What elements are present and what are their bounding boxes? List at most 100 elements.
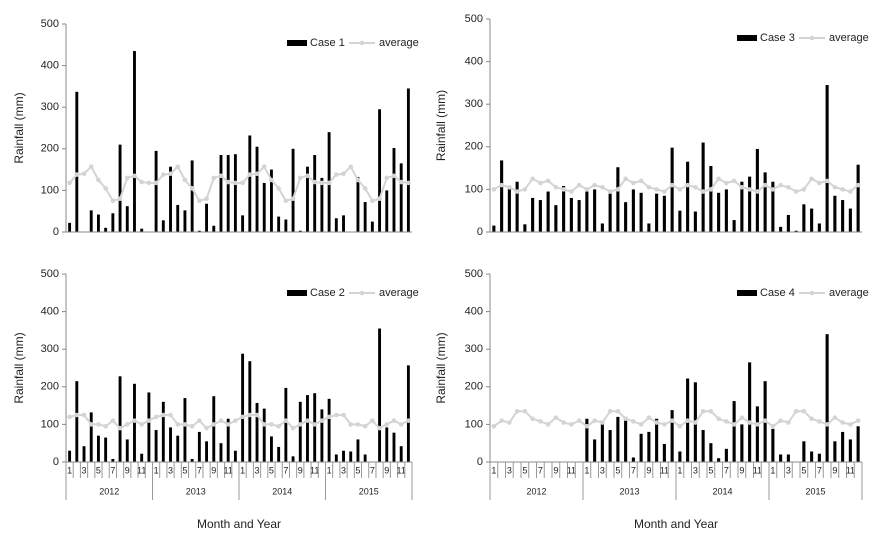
x-tick-label: 1	[67, 465, 72, 475]
average-point	[832, 415, 838, 420]
average-point	[189, 423, 195, 429]
bar	[492, 225, 496, 232]
average-point	[662, 189, 667, 194]
bar	[104, 227, 108, 232]
bar	[585, 191, 589, 232]
bar	[306, 395, 309, 462]
bar	[833, 441, 837, 462]
bar	[298, 230, 302, 232]
bar	[111, 213, 115, 232]
average-point	[398, 422, 404, 427]
average-point	[182, 177, 188, 183]
bar	[678, 210, 682, 232]
bar	[342, 450, 345, 462]
average-point	[370, 198, 375, 204]
bar	[385, 190, 389, 232]
y-tick-label: 200	[41, 381, 59, 393]
bar	[786, 214, 790, 232]
bar	[140, 228, 144, 232]
average-point	[362, 186, 368, 191]
average-point	[110, 418, 116, 423]
bar	[810, 451, 814, 462]
bar	[363, 202, 367, 232]
bar	[226, 155, 230, 232]
bar	[678, 451, 682, 462]
average-point	[631, 180, 636, 186]
bar	[169, 427, 172, 462]
average-point	[139, 422, 144, 427]
average-point	[362, 423, 368, 429]
average-point	[240, 180, 245, 186]
average-point	[708, 408, 714, 414]
bar	[655, 193, 659, 232]
average-point	[545, 178, 551, 184]
y-tick-label: 100	[465, 183, 483, 195]
average-point	[592, 182, 597, 188]
x-tick-label: 5	[355, 465, 360, 475]
bar	[670, 410, 674, 462]
bar	[841, 200, 845, 232]
average-point	[261, 422, 267, 427]
bar	[554, 205, 558, 232]
average-point	[576, 182, 582, 188]
bar	[298, 401, 302, 462]
bar	[313, 393, 317, 462]
x-tick-label: 3	[341, 465, 346, 475]
bar	[334, 218, 338, 232]
bar	[817, 223, 821, 232]
bar	[600, 223, 604, 232]
average-point	[716, 416, 721, 422]
bar	[118, 376, 122, 462]
average-point	[67, 414, 72, 420]
x-tick-label: 5	[182, 465, 187, 475]
bar	[810, 208, 814, 232]
group-label: 2012	[99, 486, 119, 496]
x-tick-label: 5	[708, 465, 713, 475]
bar	[647, 431, 651, 462]
x-tick-label: 7	[370, 465, 375, 475]
bar	[219, 155, 223, 232]
bar	[334, 454, 338, 462]
average-point	[507, 420, 512, 425]
average-point	[261, 164, 267, 169]
average-point	[499, 182, 504, 188]
bar	[212, 225, 216, 232]
average-point	[514, 408, 520, 414]
bar	[779, 226, 783, 232]
average-point	[161, 412, 166, 418]
average-point	[67, 180, 72, 186]
average-point	[103, 186, 108, 191]
legend-label: average	[379, 287, 419, 299]
average-point	[600, 184, 605, 190]
average-point	[276, 186, 281, 191]
average-point	[153, 180, 159, 186]
bar	[732, 220, 736, 232]
bar	[233, 450, 237, 462]
average-point	[770, 423, 776, 429]
average-point	[139, 179, 144, 185]
bar	[89, 412, 93, 462]
group-label: 2014	[272, 486, 292, 496]
bar	[233, 154, 237, 232]
x-tick-label: 1	[154, 465, 159, 475]
bar	[608, 193, 612, 232]
average-point	[146, 180, 152, 186]
bar	[802, 204, 806, 232]
average-point	[693, 184, 698, 190]
bar	[771, 428, 775, 462]
x-tick-label: 7	[197, 465, 202, 475]
y-axis-title: Rainfall (mm)	[12, 332, 26, 403]
bar	[771, 181, 775, 232]
group-label: 2015	[805, 486, 825, 496]
bar	[226, 418, 230, 462]
bar	[709, 443, 713, 462]
average-point	[161, 172, 166, 177]
bar	[538, 200, 542, 232]
bar	[662, 195, 666, 232]
average-point	[538, 180, 543, 186]
average-point	[312, 179, 317, 185]
average-point	[623, 416, 628, 422]
bar	[802, 441, 806, 462]
bar	[825, 85, 829, 232]
bar	[693, 211, 697, 232]
